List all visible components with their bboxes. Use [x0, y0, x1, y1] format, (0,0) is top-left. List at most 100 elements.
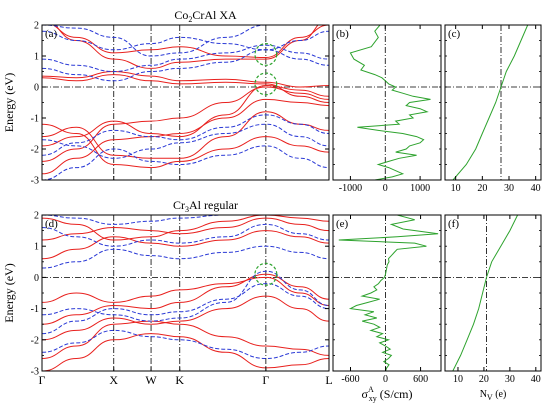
y-axis-label: Energy (eV) [2, 263, 16, 322]
x-tick-label: 600 [413, 374, 428, 385]
title-part: CrAl XA [192, 8, 237, 22]
panel-label: (a) [45, 28, 58, 40]
spin-up-band [42, 74, 329, 103]
spin-down-band [42, 245, 329, 269]
xlabel-unit: (e) [493, 389, 507, 400]
y-tick-label: -3 [31, 367, 39, 378]
panel-d: -3 -2 -1 0 1 2 Γ X W K Γ L (d) Cr3Al regular Energy (e… [2, 198, 333, 387]
x-tick-label: 40 [531, 374, 541, 385]
spin-down-band [42, 114, 329, 156]
x-tick-label: 30 [505, 374, 515, 385]
spin-up-band [42, 111, 329, 159]
x-tick-label: -1000 [339, 183, 362, 194]
kpoint-label: L [325, 373, 332, 387]
y-tick-label: -1 [31, 304, 39, 315]
spin-up-band [42, 70, 329, 88]
spin-down-band [42, 145, 329, 180]
kpoint-label: Γ [39, 373, 46, 387]
plot-area-e [333, 215, 441, 371]
spin-up-band [54, 25, 319, 69]
panel-label: (f) [448, 218, 459, 230]
spin-down-band [42, 215, 329, 225]
panel-e: -600 0 600 (e) σA xy (S/cm) [332, 214, 442, 403]
x-tick-label: 0 [383, 183, 388, 194]
spin-up-band [42, 276, 329, 306]
y-tick-label: -2 [31, 335, 39, 346]
plot-area-b [333, 25, 441, 180]
panel-label: (e) [336, 218, 349, 230]
plot-area-a [42, 25, 329, 180]
spin-up-band [42, 215, 329, 241]
spin-up-band [42, 217, 329, 241]
xlabel-unit: (S/cm) [377, 387, 413, 401]
title-part: Co [174, 8, 188, 22]
x-tick-label: 40 [531, 183, 541, 194]
y-tick-label: 2 [34, 211, 39, 222]
spin-up-band [42, 295, 329, 341]
kpoint-label: X [109, 373, 118, 387]
y-tick-label: 0 [34, 273, 39, 284]
spin-up-band [52, 25, 329, 59]
spin-up-band [42, 86, 329, 162]
panel-b: -1000 0 1000 (b) [332, 24, 442, 194]
x-axis-label: NV (e) [480, 389, 507, 402]
kpoint-label: Γ [262, 373, 269, 387]
x-tick-label: -600 [341, 374, 359, 385]
x-axis-label: σA xy (S/cm) [362, 385, 413, 403]
x-tick-label: 20 [479, 374, 489, 385]
y-tick-label: -2 [31, 145, 39, 156]
panel-label: (c) [448, 28, 461, 40]
panel-label: (b) [336, 28, 349, 40]
highlight-circle [254, 72, 278, 96]
y-axis-label: Energy (eV) [2, 73, 16, 132]
spin-up-band [42, 333, 329, 371]
x-tick-label: 0 [383, 374, 388, 385]
y-tick-label: 1 [34, 242, 39, 253]
spin-down-band [42, 30, 329, 51]
spin-up-band [42, 230, 329, 260]
curve-e [338, 215, 439, 371]
y-tick-label: 2 [34, 21, 39, 32]
highlight-circle [254, 262, 278, 286]
panel-f: 10 20 30 40 (f) NV (e) [444, 214, 542, 402]
y-tick-label: 0 [34, 83, 39, 94]
panel-label: (d) [45, 218, 58, 230]
x-tick-label: 1000 [410, 183, 430, 194]
spin-down-band [42, 49, 329, 82]
title-sub: 3 [185, 205, 189, 214]
spin-up-band [42, 123, 329, 169]
axes-frame [332, 24, 442, 181]
title-part: Al regular [189, 198, 238, 212]
x-tick-label: 30 [504, 183, 514, 194]
kpoint-label: W [145, 373, 157, 387]
spin-down-band [42, 25, 329, 57]
spin-up-band [42, 320, 329, 359]
xlabel-base: N [480, 389, 487, 400]
plot-area-f [445, 215, 541, 371]
spin-down-band [42, 329, 329, 360]
curve-b [349, 25, 431, 180]
axes-frame [444, 214, 542, 372]
kpoint-label: K [175, 373, 184, 387]
panel-title: Cr3Al regular [173, 198, 238, 214]
curve-c [452, 25, 529, 180]
spin-up-band [42, 273, 329, 325]
spin-up-band [42, 98, 329, 175]
panel-c: 10 20 30 40 (c) [444, 24, 542, 194]
y-tick-label: -3 [31, 176, 39, 187]
xlabel-sub: xy [369, 394, 377, 403]
xlabel-sub: V [487, 393, 493, 402]
highlight-circle [254, 42, 278, 66]
plot-area-c [445, 25, 541, 180]
y-tick-label: -1 [31, 114, 39, 125]
x-tick-label: 10 [451, 183, 461, 194]
spin-down-band [42, 283, 329, 335]
title-part: Cr [173, 198, 185, 212]
spin-down-band [42, 223, 329, 247]
xlabel-sup: A [368, 385, 374, 394]
xlabel-sigma: σ [362, 387, 369, 401]
panel-title: Co2CrAl XA [174, 8, 237, 24]
spin-down-band [42, 44, 329, 73]
